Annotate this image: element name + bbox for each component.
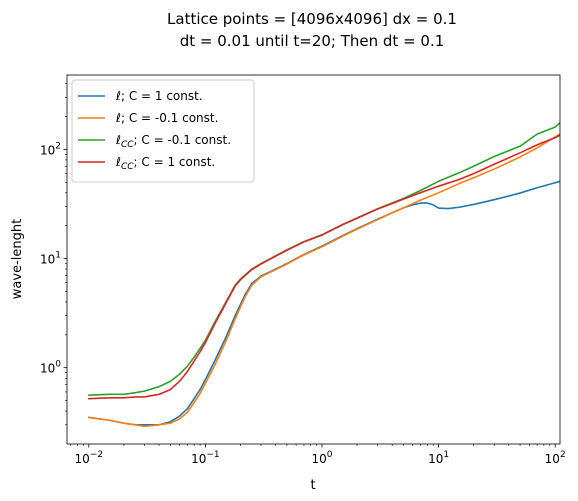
series-line-4: [88, 134, 560, 400]
chart-title-line-2: dt = 0.01 until t=20; Then dt = 0.1: [180, 32, 445, 50]
x-tick-label: 10−2: [75, 450, 104, 466]
series-lines: [88, 122, 560, 428]
y-tick-label: 101: [40, 251, 61, 267]
legend-label: ℓCC; C = 1 const.: [115, 155, 215, 172]
plot-frame: [66, 74, 561, 445]
x-tick-label: 10−1: [191, 450, 220, 466]
x-tick-label: 101: [428, 450, 449, 466]
legend-label: ℓ; C = -0.1 const.: [115, 111, 218, 125]
x-tick-label: 102: [545, 450, 566, 466]
y-tick-label: 102: [40, 141, 61, 157]
y-axis-label: wave-lenght: [10, 219, 25, 299]
legend-label: ℓCC; C = -0.1 const.: [115, 133, 231, 150]
x-axis-label: t: [310, 478, 315, 493]
y-tick-label: 100: [40, 360, 61, 376]
legend: ℓ; C = 1 const. ℓ; C = -0.1 const. ℓCC; C …: [71, 79, 255, 183]
chart-title-line-1: Lattice points = [4096x4096] dx = 0.1: [167, 10, 457, 28]
x-axis-ticks: 10−2 10−1 100 101 102: [75, 444, 566, 466]
legend-frame: [71, 79, 255, 183]
x-tick-label: 100: [311, 450, 332, 466]
y-axis-ticks: 100 101 102: [40, 141, 67, 376]
legend-label: ℓ; C = 1 const.: [115, 89, 203, 103]
series-line-2: [88, 133, 560, 428]
